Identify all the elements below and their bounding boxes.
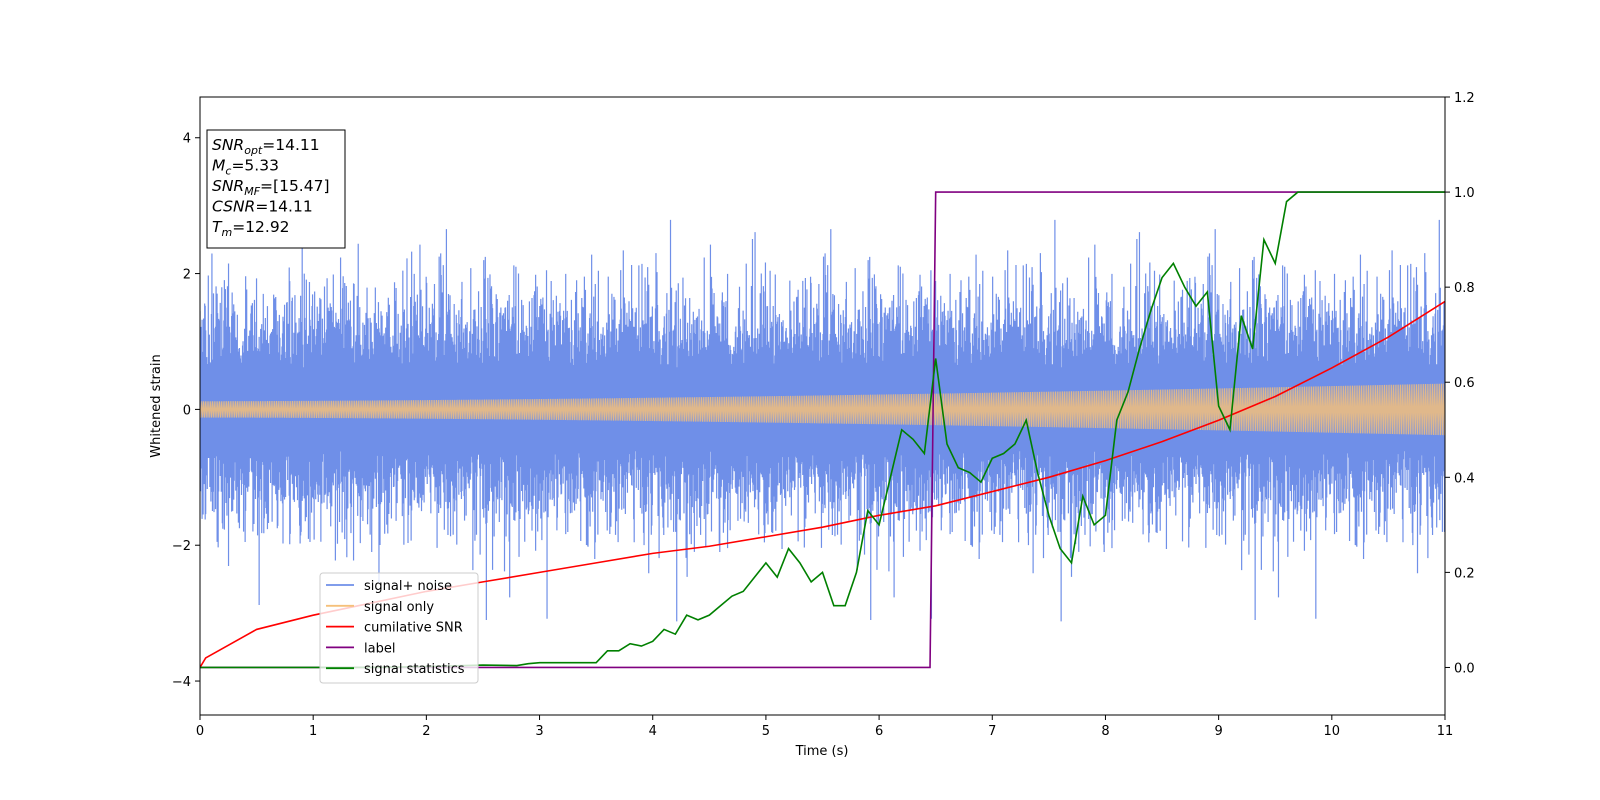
annotation-subscript: m (221, 226, 232, 239)
y-axis-left-label: Whitened strain (149, 354, 164, 457)
legend-label-signal-statistics: signal statistics (364, 662, 465, 677)
annotation-variable: CSNR (212, 198, 255, 216)
annotation-value: =5.33 (231, 157, 279, 175)
legend-label-cumilative-snr: cumilative SNR (364, 621, 463, 636)
annotation-frame (206, 129, 346, 249)
y-right-tick-label: 1.2 (1454, 91, 1475, 106)
annotation-subscript: MF (244, 185, 260, 198)
annotation-variable: SNR (212, 177, 244, 195)
x-tick-label: 8 (1101, 724, 1109, 739)
x-tick-label: 7 (988, 724, 996, 739)
x-tick-label: 0 (196, 724, 204, 739)
legend-label-signal-only: signal only (364, 600, 434, 615)
x-tick-label: 3 (535, 724, 543, 739)
y-right-tick-label: 0.0 (1454, 661, 1475, 676)
y-right-tick-label: 0.2 (1454, 566, 1475, 581)
legend-label-signal-plus-noise: signal+ noise (364, 579, 452, 594)
legend-label-label: label (364, 641, 395, 656)
annotation-subscript: c (225, 165, 231, 178)
annotation-line: Mc=5.33 (212, 157, 279, 178)
signal-only-line (200, 383, 1445, 436)
annotation-line: CSNR=14.11 (212, 198, 313, 216)
y-axis-left-ticks: −4 −2 0 2 4 (172, 132, 200, 690)
annotation-variable: SNR (212, 136, 244, 154)
x-axis-label: Time (s) (795, 744, 849, 759)
y-right-tick-label: 0.6 (1454, 376, 1475, 391)
y-axis-right-ticks: 0.0 0.2 0.4 0.6 0.8 1.0 1.2 (1445, 91, 1475, 676)
annotation-box: SNRopt=14.11Mc=5.33SNRMF=[15.47]CSNR=14.… (206, 129, 346, 249)
y-left-tick-label: 4 (183, 132, 191, 147)
annotation-subscript: opt (244, 144, 263, 157)
y-left-tick-label: −4 (172, 675, 191, 690)
y-right-tick-label: 1.0 (1454, 186, 1475, 201)
annotation-variable: M (212, 157, 225, 175)
annotation-line: Tm=12.92 (212, 218, 290, 239)
annotation-line: SNRopt=14.11 (212, 136, 320, 157)
x-tick-label: 9 (1214, 724, 1222, 739)
x-axis-ticks: 0 1 2 3 4 5 6 7 8 9 10 11 (196, 715, 1453, 739)
legend-frame (319, 572, 479, 684)
label-line (200, 191, 1445, 669)
x-tick-label: 1 (309, 724, 317, 739)
y-right-tick-label: 0.4 (1454, 471, 1475, 486)
annotation-line: SNRMF=[15.47] (212, 177, 330, 198)
y-right-tick-label: 0.8 (1454, 281, 1475, 296)
x-tick-label: 5 (762, 724, 770, 739)
plot-frame (199, 96, 1446, 716)
legend: signal+ noise signal only cumilative SNR la… (319, 572, 479, 684)
annotation-value: =[15.47] (260, 177, 329, 195)
x-tick-label: 10 (1324, 724, 1341, 739)
annotation-value: =12.92 (232, 218, 289, 236)
plot-area (200, 191, 1445, 669)
y-left-tick-label: −2 (172, 539, 191, 554)
annotation-value: =14.11 (262, 136, 319, 154)
x-tick-label: 2 (422, 724, 430, 739)
y-left-tick-label: 2 (183, 268, 191, 283)
x-tick-label: 4 (649, 724, 657, 739)
series-signal-only (200, 383, 1445, 436)
annotation-variable: T (212, 218, 223, 236)
annotation-value: =14.11 (255, 198, 312, 216)
x-tick-label: 11 (1437, 724, 1454, 739)
y-left-tick-label: 0 (183, 403, 191, 418)
x-tick-label: 6 (875, 724, 883, 739)
signal-statistics-line (200, 191, 1445, 669)
